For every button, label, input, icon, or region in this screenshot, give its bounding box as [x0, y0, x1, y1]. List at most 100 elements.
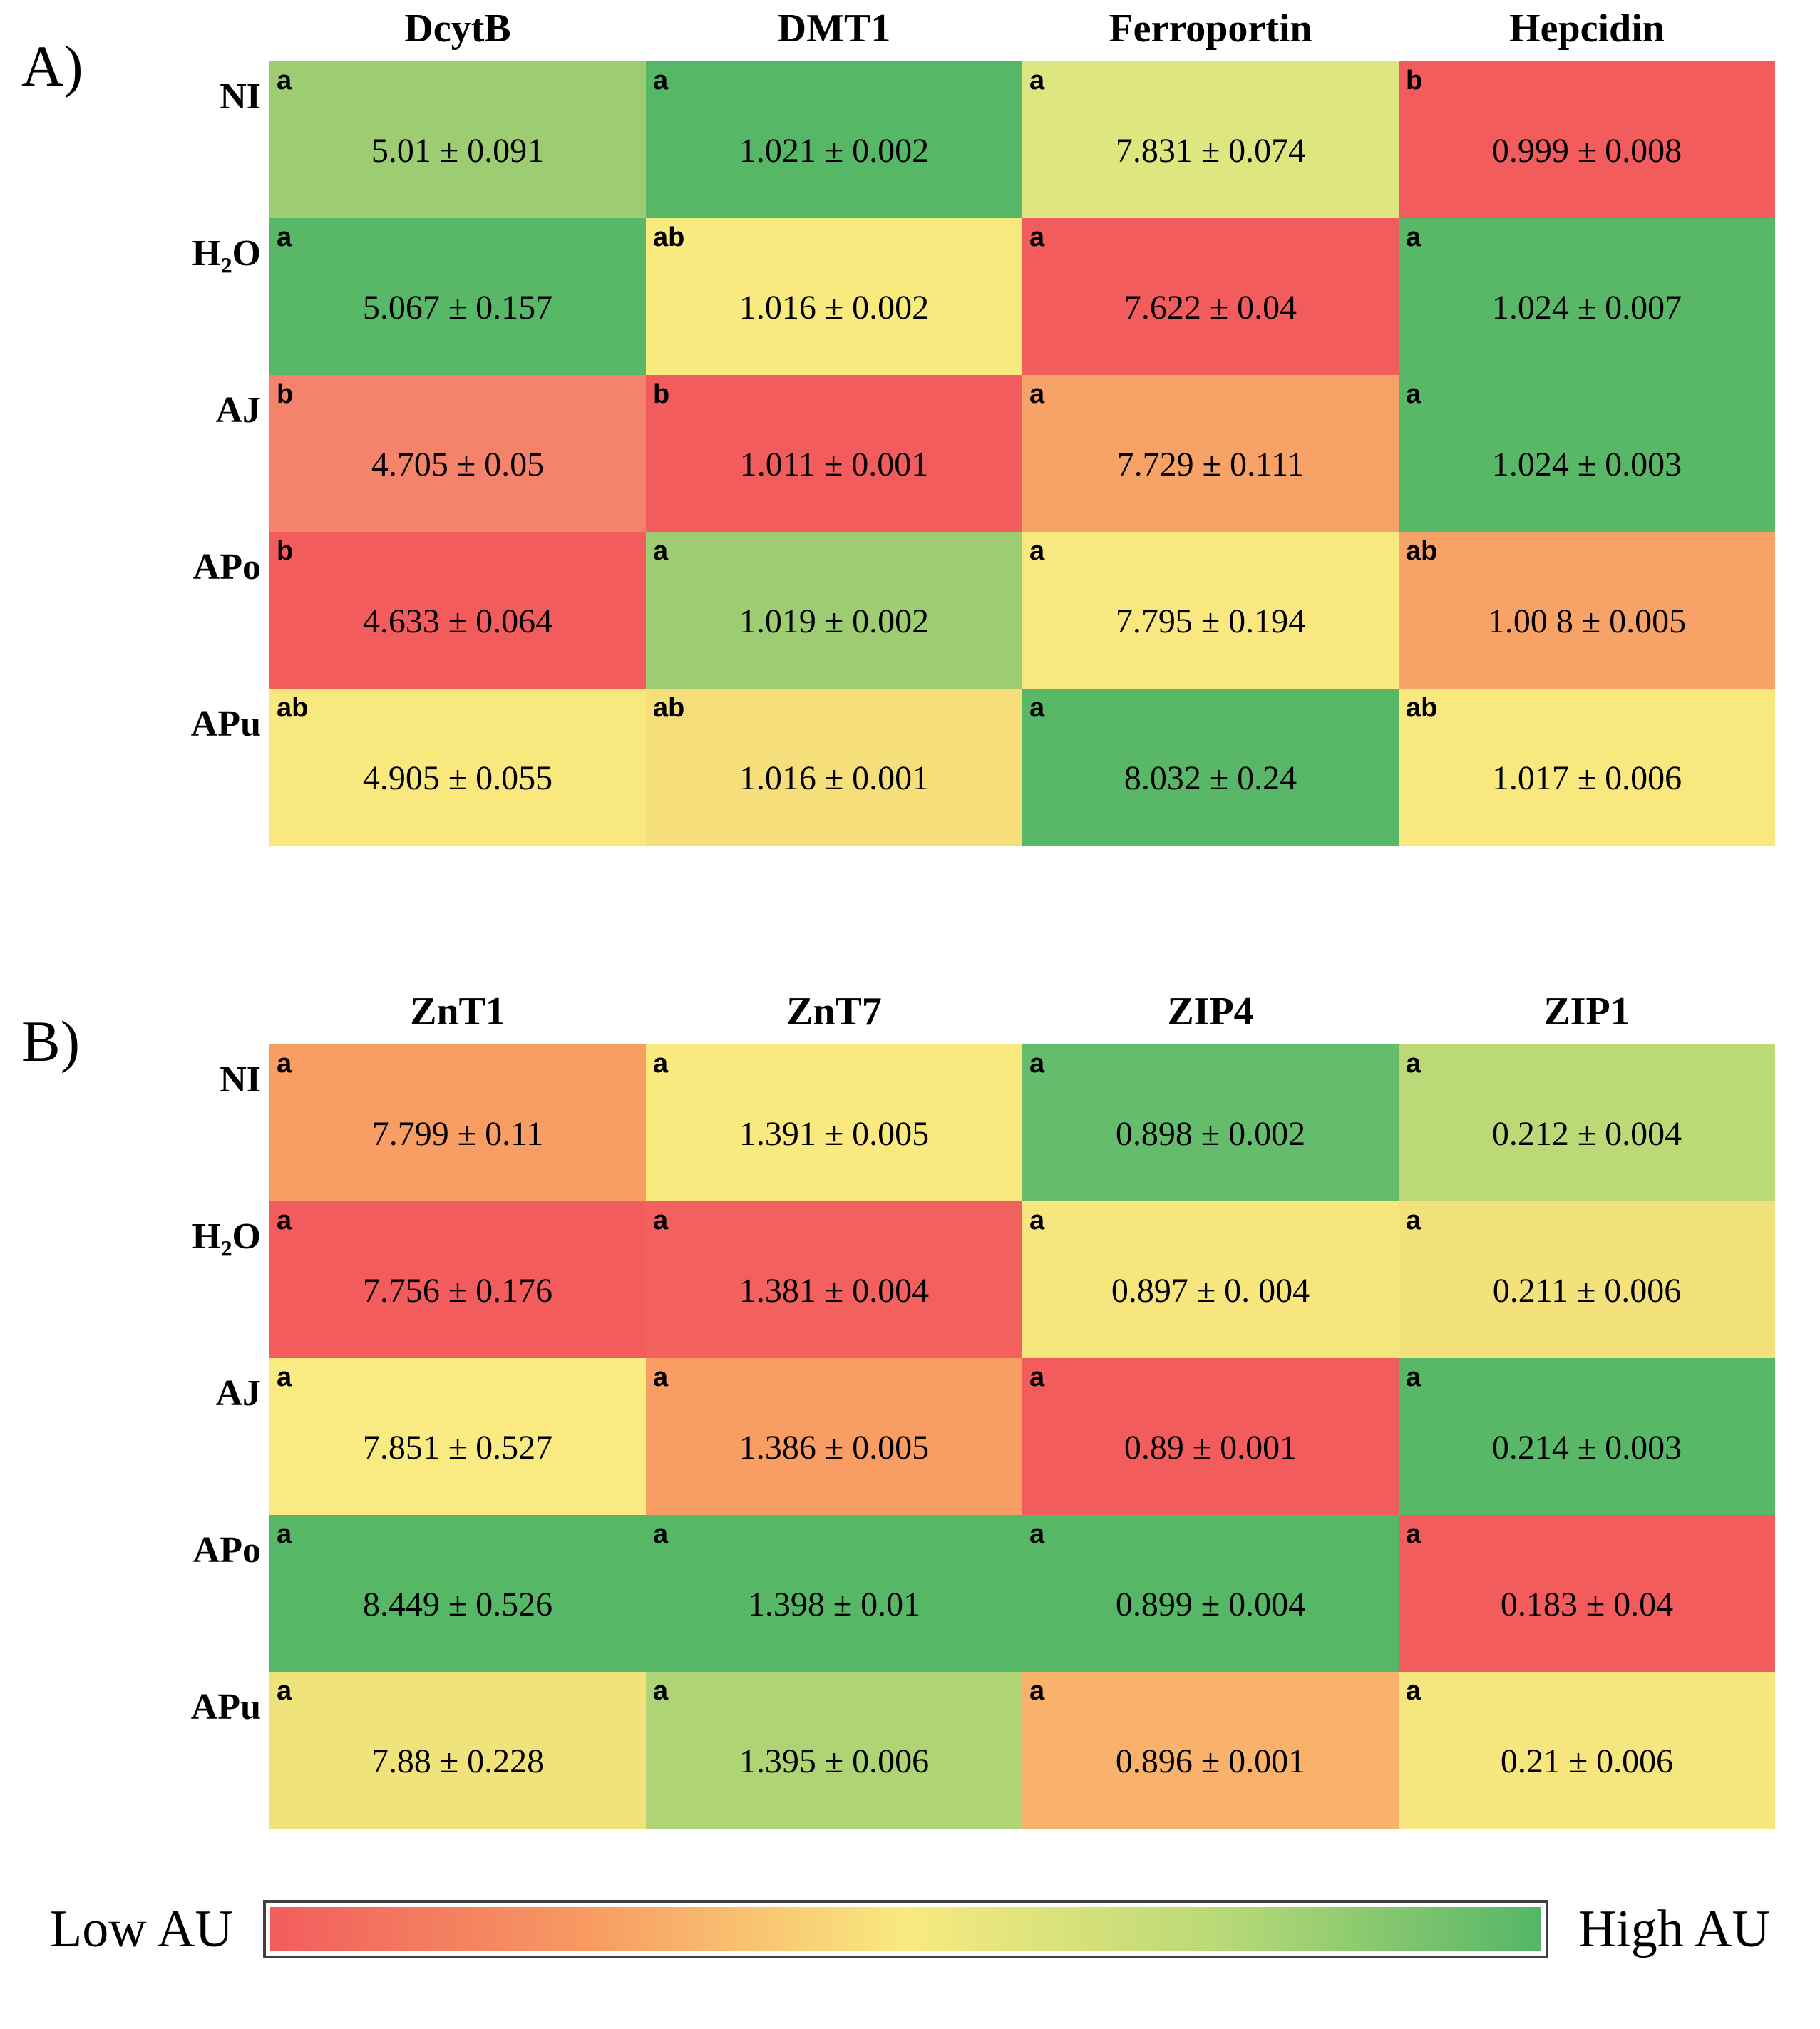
column-header: Ferroportin	[1109, 6, 1312, 51]
heatmap-cell: a 1.391 ± 0.005	[646, 1044, 1022, 1201]
heatmap-cell: a 0.899 ± 0.004	[1022, 1515, 1399, 1672]
heatmap-cell: b 1.011 ± 0.001	[646, 375, 1022, 532]
significance-letter: a	[1406, 222, 1421, 252]
heatmap-cell: a 7.799 ± 0.11	[269, 1044, 646, 1201]
significance-letter: a	[277, 1049, 292, 1079]
significance-letter: ab	[277, 693, 309, 723]
legend-gradient	[269, 1907, 1541, 1951]
significance-letter: a	[1029, 379, 1045, 409]
panel-a-heatmap: DcytB DMT1 Ferroportin Hepcidin NI a 5.01 ± 0.…	[0, 6, 1775, 846]
cell-value: 1.00 8 ± 0.005	[1487, 602, 1687, 640]
heatmap-cell: a 1.395 ± 0.006	[646, 1672, 1022, 1829]
cell-value: 1.381 ± 0.004	[739, 1272, 930, 1310]
heatmap-cell: a 0.89 ± 0.001	[1022, 1358, 1399, 1515]
significance-letter: a	[1406, 1519, 1421, 1549]
column-header: ZnT1	[410, 990, 505, 1034]
significance-letter: a	[1029, 1519, 1045, 1549]
significance-letter: a	[653, 1362, 669, 1392]
heatmap-cell: a 7.831 ± 0.074	[1022, 61, 1399, 218]
row-label: APu	[190, 1687, 261, 1727]
significance-letter: a	[1029, 66, 1045, 96]
significance-letter: ab	[653, 693, 685, 723]
significance-letter: a	[653, 1206, 669, 1236]
heatmap-cell: a 7.729 ± 0.111	[1022, 375, 1399, 532]
heatmap-cell: a 5.067 ± 0.157	[269, 218, 646, 375]
cell-value: 1.016 ± 0.001	[739, 759, 930, 797]
cell-value: 0.89 ± 0.001	[1124, 1429, 1297, 1466]
heatmap-cell: b 0.999 ± 0.008	[1399, 61, 1775, 218]
significance-letter: a	[1406, 1676, 1421, 1706]
cell-value: 7.799 ± 0.11	[371, 1115, 544, 1153]
heatmap-cell: a 7.622 ± 0.04	[1022, 218, 1399, 375]
row-label: AJ	[215, 390, 261, 431]
significance-letter: a	[1406, 1049, 1421, 1079]
row-label: H₂O	[192, 233, 261, 274]
cell-value: 5.067 ± 0.157	[362, 289, 553, 327]
row-label: H₂O	[192, 1216, 261, 1257]
significance-letter: a	[277, 222, 292, 252]
heatmap-cell: a 7.756 ± 0.176	[269, 1201, 646, 1358]
heatmap-cell: a 1.381 ± 0.004	[646, 1201, 1022, 1358]
heatmap-cell: a 8.032 ± 0.24	[1022, 689, 1399, 846]
significance-letter: a	[1029, 1206, 1045, 1236]
row-label: AJ	[215, 1373, 261, 1414]
cell-value: 1.395 ± 0.006	[739, 1742, 930, 1780]
column-header: DMT1	[777, 6, 891, 51]
row-label: APo	[192, 1530, 261, 1571]
panel-b-label: B)	[21, 1009, 80, 1074]
significance-letter: ab	[653, 222, 685, 252]
heatmap-cell: a 0.897 ± 0. 004	[1022, 1201, 1399, 1358]
heatmap-cell: a 1.386 ± 0.005	[646, 1358, 1022, 1515]
cell-value: 1.024 ± 0.003	[1491, 446, 1682, 483]
heatmap-cell: a 1.019 ± 0.002	[646, 532, 1022, 689]
heatmap-cell: ab 1.00 8 ± 0.005	[1399, 532, 1775, 689]
heatmap-cell: ab 1.017 ± 0.006	[1399, 689, 1775, 846]
significance-letter: a	[1029, 222, 1045, 252]
row-label: APu	[190, 704, 261, 744]
cell-value: 0.183 ± 0.04	[1500, 1586, 1674, 1623]
cell-value: 7.729 ± 0.111	[1116, 446, 1305, 483]
cell-value: 1.017 ± 0.006	[1491, 759, 1682, 797]
cell-value: 0.899 ± 0.004	[1115, 1586, 1306, 1623]
significance-letter: a	[653, 1519, 669, 1549]
significance-letter: a	[653, 1676, 669, 1706]
heatmap-cell: a 8.449 ± 0.526	[269, 1515, 646, 1672]
significance-letter: a	[1029, 536, 1045, 566]
heatmap-cell: ab 1.016 ± 0.001	[646, 689, 1022, 846]
heatmap-cell: a 1.021 ± 0.002	[646, 61, 1022, 218]
significance-letter: a	[277, 66, 292, 96]
heatmap-cell: a 7.851 ± 0.527	[269, 1358, 646, 1515]
cell-value: 0.211 ± 0.006	[1492, 1272, 1682, 1310]
cell-value: 1.021 ± 0.002	[739, 132, 930, 170]
heatmap-cell: a 7.795 ± 0.194	[1022, 532, 1399, 689]
cell-value: 4.705 ± 0.05	[371, 446, 545, 483]
significance-letter: a	[277, 1519, 292, 1549]
cell-value: 1.016 ± 0.002	[739, 289, 930, 327]
cell-value: 1.011 ± 0.001	[739, 446, 929, 483]
heatmap-cell: a 0.214 ± 0.003	[1399, 1358, 1775, 1515]
heatmap-cell: a 0.212 ± 0.004	[1399, 1044, 1775, 1201]
cell-value: 1.019 ± 0.002	[739, 602, 930, 640]
heatmap-cell: a 0.183 ± 0.04	[1399, 1515, 1775, 1672]
heatmap-cell: a 7.88 ± 0.228	[269, 1672, 646, 1829]
significance-letter: b	[277, 379, 294, 409]
heatmap-cell: a 1.024 ± 0.003	[1399, 375, 1775, 532]
cell-value: 1.386 ± 0.005	[739, 1429, 930, 1466]
significance-letter: ab	[1406, 536, 1438, 566]
column-header: DcytB	[404, 6, 511, 51]
cell-value: 5.01 ± 0.091	[371, 132, 545, 170]
row-label: NI	[220, 76, 261, 117]
cell-value: 0.896 ± 0.001	[1115, 1742, 1306, 1780]
significance-letter: b	[653, 379, 670, 409]
cell-value: 7.795 ± 0.194	[1115, 602, 1306, 640]
significance-letter: ab	[1406, 693, 1438, 723]
heatmap-cell: ab 4.905 ± 0.055	[269, 689, 646, 846]
significance-letter: a	[277, 1676, 292, 1706]
significance-letter: a	[1406, 379, 1421, 409]
cell-value: 0.897 ± 0. 004	[1111, 1272, 1310, 1310]
heatmap-cell: a 5.01 ± 0.091	[269, 61, 646, 218]
cell-value: 7.831 ± 0.074	[1115, 132, 1306, 170]
significance-letter: a	[1029, 1362, 1045, 1392]
cell-value: 7.622 ± 0.04	[1124, 289, 1297, 327]
cell-value: 0.214 ± 0.003	[1491, 1429, 1682, 1466]
